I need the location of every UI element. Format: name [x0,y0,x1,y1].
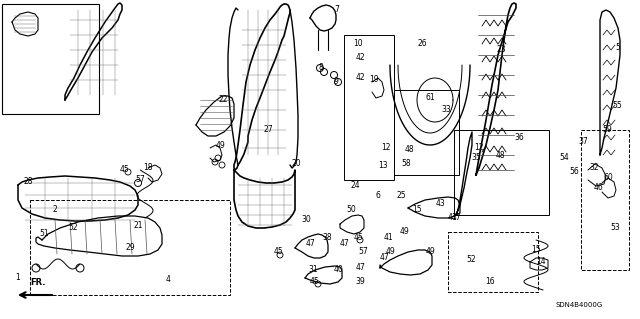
Text: 26: 26 [417,40,427,48]
Bar [30,200,230,295]
Text: 41: 41 [383,234,393,242]
Text: 9: 9 [333,78,339,86]
Text: 54: 54 [559,153,569,162]
Text: 50: 50 [346,205,356,214]
Text: 46: 46 [593,183,603,192]
Text: 45: 45 [120,166,130,174]
Text: 38: 38 [322,234,332,242]
Text: 45: 45 [310,278,320,286]
Text: 8: 8 [319,63,323,72]
Text: 17: 17 [451,213,461,222]
Text: FR.: FR. [30,278,45,287]
Text: 2: 2 [52,205,58,214]
Text: 49: 49 [400,227,410,236]
Text: 59: 59 [602,125,612,135]
Text: SDN4B4000G: SDN4B4000G [556,302,604,308]
Text: 18: 18 [143,164,153,173]
Bar [344,35,394,180]
Text: 47: 47 [305,240,315,249]
Text: 32: 32 [589,164,599,173]
Text: 16: 16 [485,278,495,286]
Text: 58: 58 [401,160,411,168]
Text: 49: 49 [385,248,395,256]
Text: 48: 48 [495,151,505,160]
Text: 19: 19 [369,76,379,85]
Text: 13: 13 [378,161,388,170]
Bar [448,232,538,292]
Text: 30: 30 [301,216,311,225]
Bar [2,4,99,114]
Text: 57: 57 [358,248,368,256]
Text: 31: 31 [308,265,318,275]
Text: 51: 51 [39,229,49,239]
Text: 52: 52 [466,256,476,264]
Text: 60: 60 [603,174,613,182]
Text: 47: 47 [355,263,365,272]
Text: 48: 48 [404,145,414,154]
Text: 29: 29 [125,243,135,253]
Text: 44: 44 [448,213,458,222]
Text: 53: 53 [610,224,620,233]
Text: 49: 49 [215,142,225,151]
Text: 23: 23 [496,46,506,55]
Bar [454,130,549,215]
Text: 39: 39 [355,278,365,286]
Bar [581,130,629,270]
Text: 37: 37 [578,137,588,146]
Text: 4: 4 [166,276,170,285]
Text: 12: 12 [381,144,391,152]
Bar [394,90,459,175]
Text: 12: 12 [474,144,484,152]
Text: 15: 15 [531,246,541,255]
Text: 1: 1 [15,273,20,283]
Text: 36: 36 [514,133,524,143]
Text: 28: 28 [23,177,33,187]
Text: 45: 45 [274,248,284,256]
Text: 24: 24 [350,181,360,189]
Text: 21: 21 [133,220,143,229]
Text: 56: 56 [569,167,579,176]
Text: 42: 42 [355,73,365,83]
Text: 33: 33 [441,106,451,115]
Text: 57: 57 [135,175,145,184]
Text: 27: 27 [263,125,273,135]
Text: 10: 10 [353,40,363,48]
Text: 25: 25 [396,191,406,201]
Text: 52: 52 [68,224,78,233]
Text: 5: 5 [616,43,620,53]
Text: 35: 35 [471,153,481,162]
Text: 14: 14 [536,257,546,266]
Text: 20: 20 [291,160,301,168]
Text: 15: 15 [412,205,422,214]
Text: 7: 7 [335,5,339,14]
Text: 45: 45 [353,234,363,242]
Text: 42: 42 [355,54,365,63]
Text: 55: 55 [612,100,622,109]
Text: 49: 49 [425,248,435,256]
Text: 61: 61 [425,93,435,102]
Text: 22: 22 [218,95,228,105]
Text: 40: 40 [333,265,343,275]
Text: 47: 47 [380,254,390,263]
Text: 47: 47 [340,240,350,249]
Text: 6: 6 [376,191,380,201]
Text: 43: 43 [435,199,445,209]
